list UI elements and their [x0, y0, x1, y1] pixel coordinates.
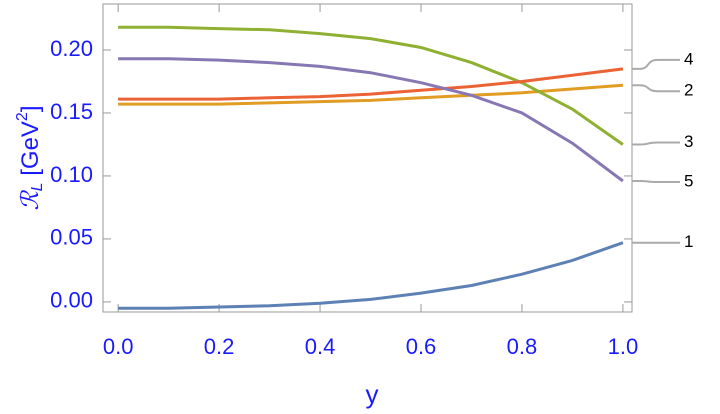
line-series [118, 241, 624, 310]
y-tick-label: 0.20 [50, 36, 93, 61]
x-tick-label: 0.0 [103, 334, 134, 359]
x-tick-label: 1.0 [608, 334, 639, 359]
y-axis-label: ℛL [GeV2] [14, 106, 46, 211]
line-series [118, 25, 624, 146]
x-tick-label: 0.2 [204, 334, 235, 359]
line-series [118, 67, 624, 101]
series-label: 2 [684, 81, 693, 100]
y-label-unit: [GeV [17, 121, 44, 182]
y-label-sup: 2 [14, 112, 31, 121]
series-label: 5 [684, 171, 693, 190]
leader-line [632, 84, 680, 93]
y-label-sub: L [29, 182, 46, 191]
y-label-main: ℛ [17, 190, 44, 211]
series-label: 4 [684, 49, 693, 68]
line-series [118, 57, 624, 183]
x-tick-label: 0.4 [305, 334, 336, 359]
leader-line [632, 58, 680, 70]
x-axis-label: y [366, 379, 379, 409]
series-label: 1 [684, 232, 693, 251]
y-tick-label: 0.10 [50, 162, 93, 187]
y-tick-label: 0.00 [50, 288, 93, 313]
leader-line [632, 179, 680, 183]
series-label: 3 [684, 132, 693, 151]
leader-line [632, 141, 680, 146]
x-tick-label: 0.8 [507, 334, 538, 359]
x-tick-label: 0.6 [406, 334, 437, 359]
plot-frame [102, 3, 633, 313]
y-tick-label: 0.05 [50, 225, 93, 250]
y-label-close: ] [17, 106, 44, 113]
y-tick-label: 0.15 [50, 99, 93, 124]
